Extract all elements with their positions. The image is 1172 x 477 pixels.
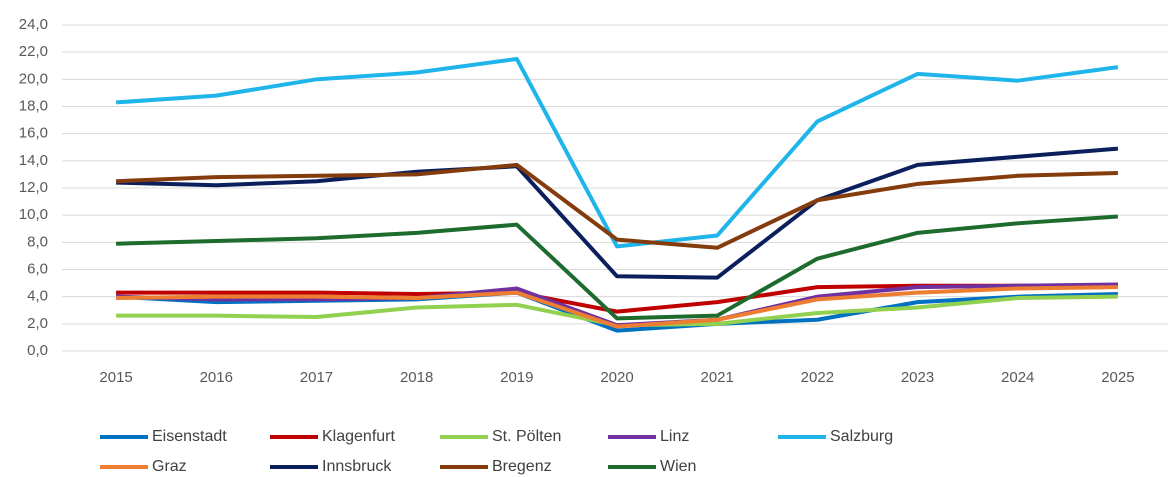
- legend-label: Graz: [152, 458, 187, 475]
- y-tick-label: 10,0: [19, 206, 48, 223]
- y-tick-label: 24,0: [19, 16, 48, 33]
- x-tick-label: 2015: [99, 369, 132, 386]
- legend-label: Eisenstadt: [152, 428, 227, 445]
- legend-label: St. Pölten: [492, 428, 561, 445]
- legend: Eisenstadt Klagenfurt St. Pölten Linz Salzbu…: [100, 428, 893, 475]
- y-tick-label: 22,0: [19, 43, 48, 60]
- x-tick-label: 2025: [1101, 369, 1134, 386]
- y-tick-label: 12,0: [19, 179, 48, 196]
- series-line: [116, 285, 1118, 329]
- y-tick-label: 18,0: [19, 97, 48, 114]
- x-tick-label: 2020: [600, 369, 633, 386]
- legend-label: Wien: [660, 458, 696, 475]
- x-tick-label: 2021: [700, 369, 733, 386]
- x-tick-label: 2023: [901, 369, 934, 386]
- y-tick-label: 2,0: [27, 315, 48, 332]
- x-tick-label: 2016: [200, 369, 233, 386]
- legend-label: Klagenfurt: [322, 428, 395, 445]
- y-tick-label: 20,0: [19, 70, 48, 87]
- x-tick-label: 2019: [500, 369, 533, 386]
- y-tick-label: 0,0: [27, 342, 48, 359]
- y-tick-label: 6,0: [27, 260, 48, 277]
- x-tick-label: 2022: [801, 369, 834, 386]
- series-line: [116, 146, 1119, 280]
- y-tick-label: 4,0: [27, 288, 48, 305]
- legend-label: Bregenz: [492, 458, 552, 475]
- legend-label: Linz: [660, 428, 689, 445]
- y-tick-label: 16,0: [19, 125, 48, 142]
- y-tick-label: 8,0: [27, 233, 48, 250]
- y-tick-label: 14,0: [19, 152, 48, 169]
- x-tick-label: 2018: [400, 369, 433, 386]
- legend-label: Salzburg: [830, 428, 893, 445]
- series-line: [116, 162, 1118, 250]
- x-tick-label: 2024: [1001, 369, 1034, 386]
- x-tick-label: 2017: [300, 369, 333, 386]
- series-line: [116, 214, 1119, 321]
- legend-label: Innsbruck: [322, 458, 392, 475]
- series-line: [115, 56, 1119, 249]
